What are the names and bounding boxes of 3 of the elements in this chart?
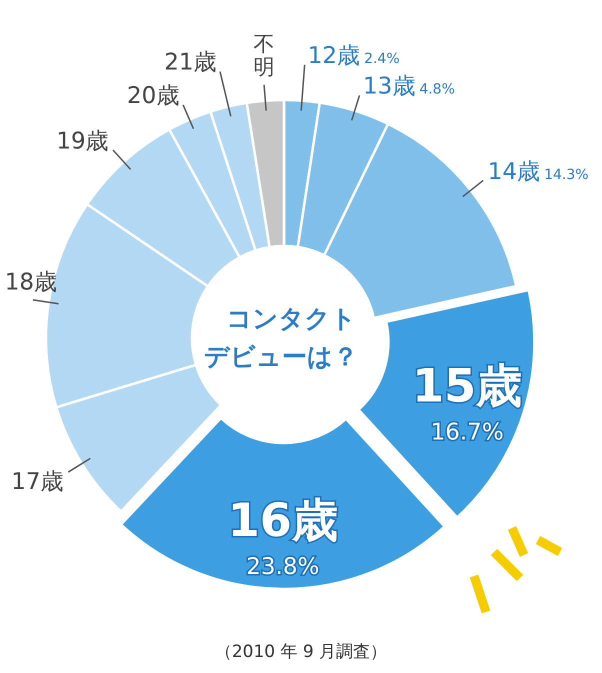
text: （2010 年 9 月調査） [214, 641, 388, 663]
text: コンタクトデビューは？ [204, 303, 359, 373]
slice-label: 不明 [252, 32, 275, 79]
